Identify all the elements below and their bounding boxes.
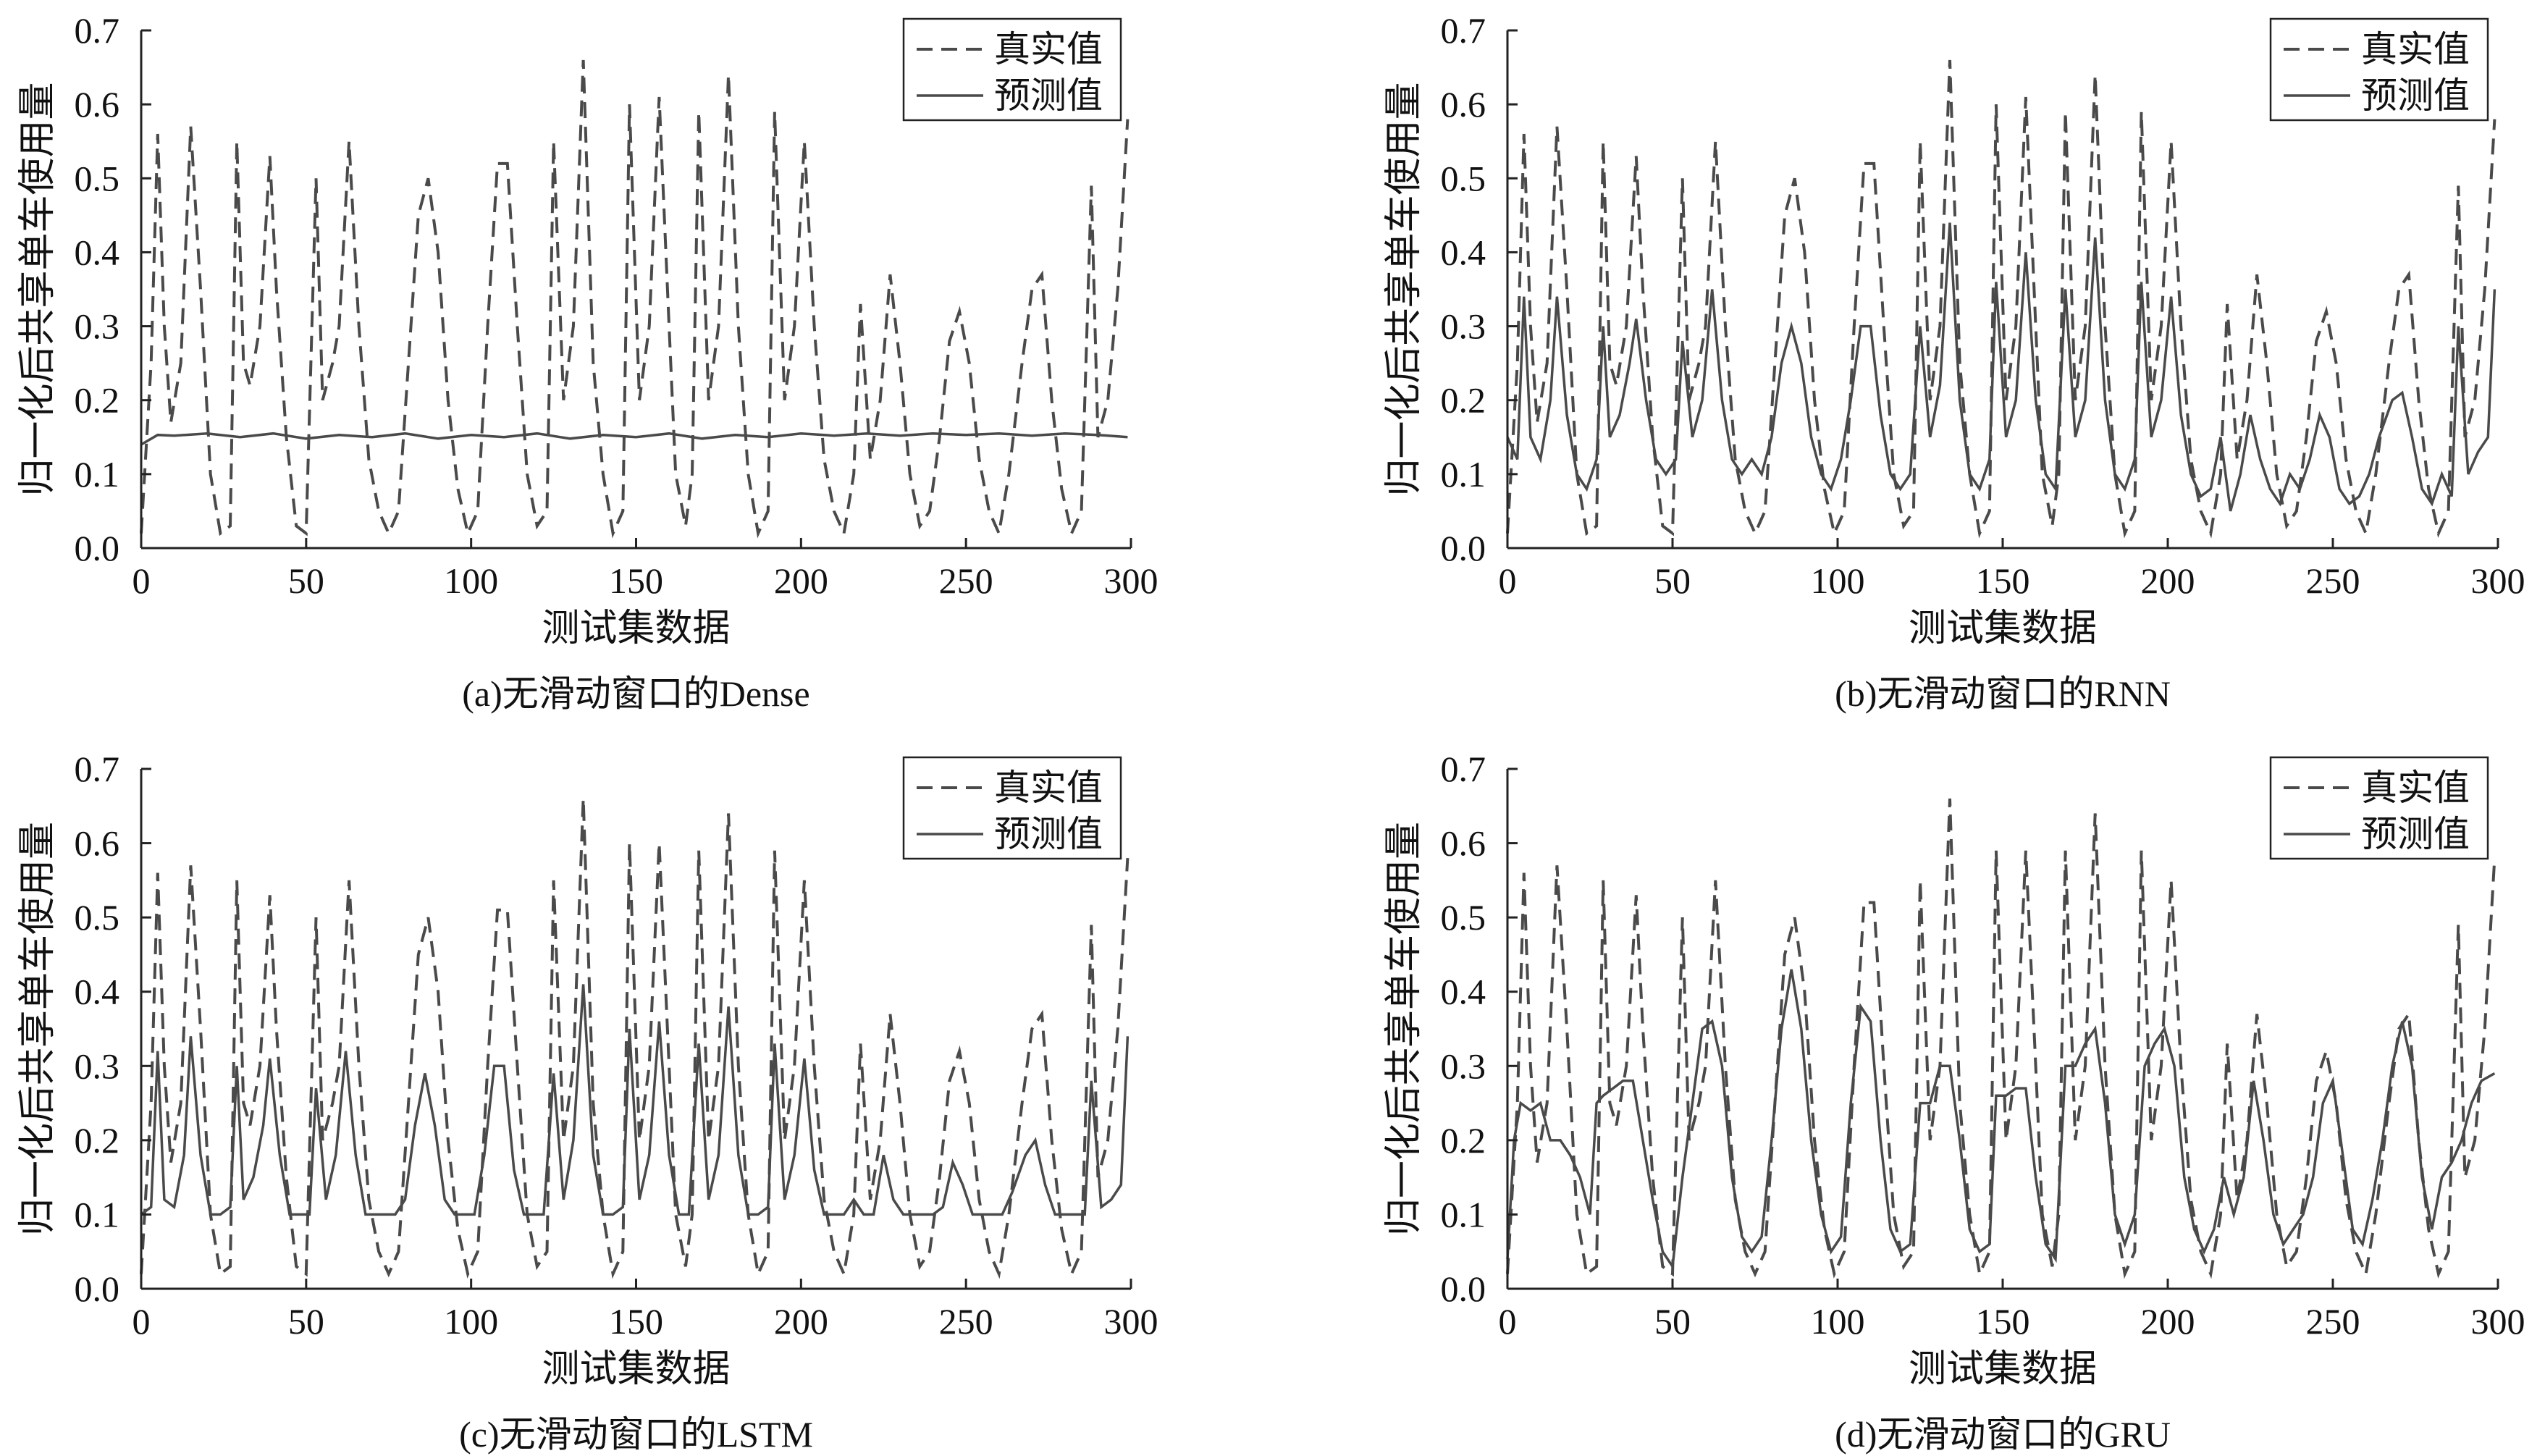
y-tick-label: 0.5: [1441, 158, 1486, 198]
x-tick-label: 250: [2306, 1301, 2360, 1342]
x-tick-label: 300: [2471, 560, 2525, 601]
x-axis-title: 测试集数据: [1909, 607, 2097, 650]
x-tick-label: 300: [1104, 560, 1158, 601]
y-tick-label: 0.0: [75, 1268, 120, 1309]
x-tick-label: 50: [1654, 1301, 1691, 1342]
x-tick-label: 200: [774, 560, 828, 601]
x-axis-title: 测试集数据: [542, 1347, 730, 1391]
x-tick-label: 300: [1104, 1301, 1158, 1342]
y-tick-label: 0.4: [1441, 972, 1486, 1012]
legend-box: [902, 17, 1122, 122]
x-tick-label: 200: [774, 1301, 828, 1342]
x-tick-label: 0: [1499, 560, 1517, 601]
y-tick-label: 0.1: [1441, 1194, 1486, 1234]
chart-caption: (a)无滑动窗口的Dense: [462, 673, 809, 714]
legend-label: 真实值: [2361, 28, 2470, 70]
x-tick-label: 200: [2141, 560, 2195, 601]
legend-label: 预测值: [2361, 75, 2470, 117]
legend-label: 真实值: [994, 767, 1103, 809]
y-axis-title: 归一化后共享单车使用量: [1382, 82, 1426, 496]
y-axis-title: 归一化后共享单车使用量: [16, 82, 59, 496]
series-line-predicted: [1506, 969, 2496, 1271]
x-tick-label: 100: [444, 560, 498, 601]
y-tick-label: 0.6: [75, 823, 120, 864]
series-line-predicted: [1506, 222, 2496, 512]
x-tick-label: 100: [1811, 560, 1865, 601]
y-tick-label: 0.3: [75, 1045, 120, 1086]
legend-label: 预测值: [994, 813, 1103, 855]
y-tick-label: 0.6: [75, 84, 120, 125]
y-tick-label: 0.1: [75, 454, 120, 495]
legend-label: 预测值: [2361, 813, 2470, 855]
y-tick-label: 0.5: [75, 158, 120, 198]
y-tick-label: 0.1: [75, 1194, 120, 1234]
x-tick-label: 150: [609, 1301, 663, 1342]
legend-box: [2269, 17, 2489, 122]
series-line-predicted: [140, 984, 1130, 1216]
series-line-actual: [140, 798, 1130, 1279]
y-tick-label: 0.2: [1441, 1120, 1486, 1161]
x-tick-label: 50: [1654, 560, 1691, 601]
x-tick-label: 250: [939, 560, 993, 601]
y-tick-label: 0.5: [1441, 897, 1486, 938]
series-line-actual: [1506, 798, 2496, 1279]
y-tick-label: 0.3: [75, 306, 120, 347]
y-tick-label: 0.0: [1441, 528, 1486, 568]
x-axis-title: 测试集数据: [542, 607, 730, 650]
x-tick-label: 150: [1976, 560, 2030, 601]
x-tick-label: 100: [444, 1301, 498, 1342]
y-axis-title: 归一化后共享单车使用量: [1382, 822, 1426, 1236]
legend-label: 真实值: [994, 28, 1103, 70]
chart-caption: (b)无滑动窗口的RNN: [1835, 673, 2171, 714]
y-tick-label: 0.0: [1441, 1268, 1486, 1309]
x-tick-label: 0: [1499, 1301, 1517, 1342]
chart-caption: (c)无滑动窗口的LSTM: [459, 1414, 813, 1455]
legend-label: 预测值: [994, 75, 1103, 117]
x-axis-title: 测试集数据: [1909, 1347, 2097, 1391]
x-tick-label: 200: [2141, 1301, 2195, 1342]
y-tick-label: 0.4: [1441, 232, 1486, 272]
y-tick-label: 0.0: [75, 528, 120, 568]
y-tick-label: 0.7: [75, 10, 120, 51]
y-tick-label: 0.5: [75, 897, 120, 938]
y-tick-label: 0.7: [75, 749, 120, 789]
y-tick-label: 0.2: [75, 1120, 120, 1161]
chart-caption: (d)无滑动窗口的GRU: [1835, 1414, 2171, 1455]
legend-box: [902, 756, 1122, 860]
y-tick-label: 0.3: [1441, 306, 1486, 347]
y-axis-title: 归一化后共享单车使用量: [16, 822, 59, 1236]
x-tick-label: 100: [1811, 1301, 1865, 1342]
legend-box: [2269, 756, 2489, 860]
legend-label: 真实值: [2361, 767, 2470, 809]
x-tick-label: 250: [939, 1301, 993, 1342]
y-tick-label: 0.4: [75, 972, 120, 1012]
y-tick-label: 0.6: [1441, 84, 1486, 125]
y-tick-label: 0.2: [1441, 380, 1486, 421]
x-tick-label: 0: [132, 560, 151, 601]
series-line-actual: [1506, 59, 2496, 539]
y-tick-label: 0.3: [1441, 1045, 1486, 1086]
x-tick-label: 150: [1976, 1301, 2030, 1342]
series-line-predicted: [140, 432, 1128, 446]
series-line-actual: [140, 59, 1130, 539]
y-tick-label: 0.4: [75, 232, 120, 272]
x-tick-label: 300: [2471, 1301, 2525, 1342]
y-tick-label: 0.7: [1441, 749, 1486, 789]
x-tick-label: 50: [288, 560, 324, 601]
x-tick-label: 0: [132, 1301, 151, 1342]
x-tick-label: 150: [609, 560, 663, 601]
y-tick-label: 0.6: [1441, 823, 1486, 864]
y-tick-label: 0.7: [1441, 10, 1486, 51]
x-tick-label: 250: [2306, 560, 2360, 601]
y-tick-label: 0.2: [75, 380, 120, 421]
y-tick-label: 0.1: [1441, 454, 1486, 495]
x-tick-label: 50: [288, 1301, 324, 1342]
